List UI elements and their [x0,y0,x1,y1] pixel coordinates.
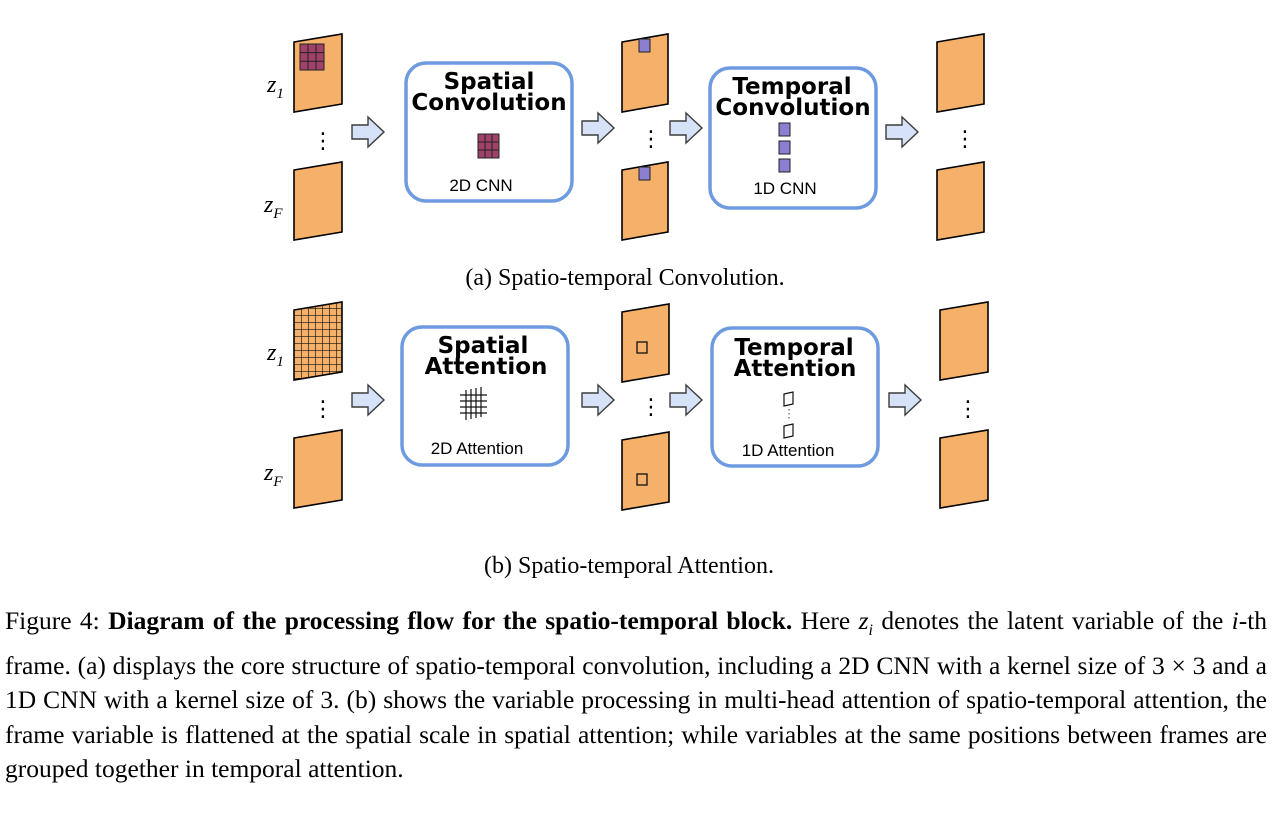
block-label: 2D Attention [431,439,524,458]
kernel-2d-icon [477,133,500,159]
frame-label-z1: z1 [266,72,284,102]
vertical-ellipsis: ⋮ [640,127,662,152]
input-frame-bottom [293,161,343,241]
arrow-right-icon [581,111,616,145]
spatial-convolution-block: Spatial Convolution 2D CNN [404,61,574,203]
caption-lead: Diagram of the processing flow for the s… [108,606,793,635]
arrow-right-icon [351,383,386,417]
figure-diagram: z1 ⋮ zF Spatial Convolution 2D CNN ⋮ [263,33,989,579]
caption-label: Figure 4: [5,606,100,635]
intermediate-frame-top [621,303,670,383]
kernel-1d-icon [778,122,791,173]
output-frame-top [939,301,989,381]
vertical-ellipsis: ⋮ [312,397,334,422]
temporal-convolution-block: Temporal Convolution 1D CNN [708,66,878,210]
vertical-ellipsis: ⋮ [312,129,334,154]
subcaption-b: (b) Spatio-temporal Attention. [484,553,774,579]
vertical-ellipsis: ⋮ [957,397,979,422]
intermediate-frame-top [621,33,669,113]
block-title: Convolution [411,90,566,116]
caption-text: denotes the latent variable of the [881,606,1224,635]
block-label: 1D CNN [753,179,816,198]
block-title: Temporal [732,74,851,100]
attention-grid-icon [460,387,487,420]
output-frame-bottom [936,161,985,241]
block-title: Spatial [438,333,529,359]
kernel-2d-on-frame [299,43,325,71]
block-title: Attention [734,356,857,382]
spatial-attention-block: Spatial Attention 2D Attention [400,325,570,467]
caption-var-i: i [1231,606,1239,635]
vertical-ellipsis: ⋮ [640,395,662,420]
input-frame-top [293,301,343,381]
figure-caption: Figure 4: Diagram of the processing flow… [5,604,1267,787]
frame-label-zf: zF [263,460,283,490]
arrow-right-icon [351,115,386,149]
arrow-right-icon [581,383,616,417]
caption-var-z: zi [858,606,873,640]
intermediate-frame-bottom [621,161,669,241]
arrow-right-icon [669,111,704,145]
caption-text: Here [800,606,851,635]
block-title: Convolution [715,95,870,121]
output-frame-top [936,33,985,113]
frame-label-zf: zF [263,192,283,222]
input-frame-bottom [293,429,343,509]
block-title: Spatial [444,69,535,95]
output-frame-bottom [939,429,989,509]
subcaption-a: (a) Spatio-temporal Convolution. [465,265,784,291]
block-label: 2D CNN [449,176,512,195]
frame-label-z1: z1 [266,340,284,370]
temporal-attention-block: Temporal Attention 1D Attention [710,326,880,468]
arrow-right-icon [888,383,923,417]
block-label: 1D Attention [742,441,835,460]
input-frame-top [293,33,343,113]
arrow-right-icon [885,115,920,149]
temporal-attention-icon [783,391,794,439]
vertical-ellipsis: ⋮ [954,127,976,152]
panel-b: z1 ⋮ zF Spatial Attention 2D Attention ⋮ [263,301,989,579]
block-title: Attention [425,354,548,380]
intermediate-frame-bottom [621,431,670,511]
arrow-right-icon [669,383,704,417]
caption-text: -th frame. (a) displays the core structu… [5,606,1268,784]
panel-a: z1 ⋮ zF Spatial Convolution 2D CNN ⋮ [263,33,985,291]
block-title: Temporal [734,335,853,361]
